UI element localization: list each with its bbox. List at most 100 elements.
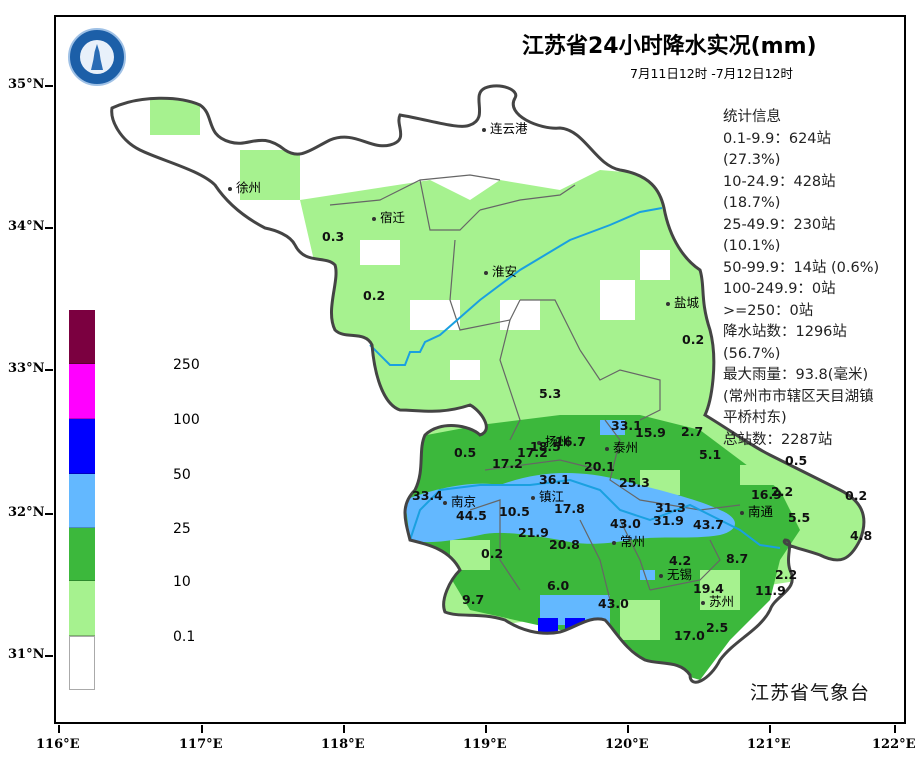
legend-swatch-zero — [69, 636, 95, 690]
city-label: 盐城 — [666, 292, 699, 311]
agency-name: 江苏省气象台 — [750, 682, 871, 704]
station-value: 31.3 — [655, 500, 686, 515]
station-value: 0.2 — [481, 546, 504, 561]
city-label: 徐州 — [228, 177, 261, 196]
legend-swatch-250plus — [69, 310, 95, 364]
legend-label: 250 — [173, 357, 200, 373]
station-value: 17.0 — [674, 628, 705, 643]
city-label: 宿迁 — [372, 207, 405, 226]
station-value: 16.7 — [555, 434, 586, 449]
city-label: 常州 — [612, 531, 645, 550]
legend-label: 10 — [173, 574, 191, 590]
stats-line: 降水站数：1296站 — [723, 324, 847, 340]
station-value: 33.4 — [412, 488, 443, 503]
stats-line: >=250：0站 — [723, 302, 814, 319]
station-value: 31.9 — [653, 513, 684, 528]
stats-line: 0.1-9.9：624站 — [723, 130, 832, 147]
city-dot-icon — [537, 440, 541, 445]
city-dot-icon — [740, 510, 744, 515]
station-value: 17.2 — [492, 456, 523, 471]
station-value: 2.5 — [706, 620, 729, 635]
station-value: 18.5 — [530, 439, 561, 454]
stats-line: (27.3%) — [723, 152, 781, 168]
city-name: 连云港 — [490, 121, 528, 136]
station-value: 9.7 — [462, 592, 485, 607]
city-name: 镇江 — [539, 489, 565, 504]
station-value: 2.7 — [681, 424, 704, 439]
city-dot-icon — [605, 446, 609, 451]
station-value: 17.2 — [517, 445, 548, 460]
city-dot-icon — [482, 127, 486, 132]
city-dot-icon — [228, 186, 232, 191]
city-name: 南京 — [451, 494, 477, 509]
city-name: 南通 — [748, 504, 774, 519]
x-tick-121e: 121°E — [747, 725, 791, 752]
station-value: 10.5 — [499, 504, 530, 519]
station-value: 43.7 — [693, 517, 724, 532]
city-label: 连云港 — [482, 118, 528, 137]
city-dot-icon — [531, 495, 535, 500]
stats-line: (10.1%) — [723, 238, 781, 254]
city-dot-icon — [666, 301, 670, 306]
legend-label: 25 — [173, 521, 191, 537]
city-label: 镇江 — [531, 486, 564, 505]
stats-line: (常州市市辖区天目湖镇 — [723, 388, 874, 405]
city-dot-icon — [701, 600, 705, 605]
city-name: 泰州 — [613, 440, 639, 455]
city-name: 宿迁 — [380, 210, 406, 225]
station-value: 20.1 — [584, 459, 615, 474]
y-tick-35n: 35°N — [8, 77, 54, 92]
station-value: 5.5 — [788, 510, 811, 525]
stats-line: (56.7%) — [723, 345, 781, 362]
y-tick-33n: 33°N — [8, 361, 54, 376]
city-label: 苏州 — [701, 591, 734, 610]
x-tick-118e: 118°E — [321, 725, 365, 752]
stats-line: 25-49.9：230站 — [723, 216, 836, 233]
stats-heading: 统计信息 — [723, 109, 781, 125]
station-value: 0.5 — [785, 453, 808, 468]
station-value: 20.8 — [549, 537, 580, 552]
legend-swatch-0.1-10 — [69, 581, 95, 636]
station-value: 0.2 — [363, 288, 386, 303]
agency-logo — [68, 28, 126, 86]
stats-line: 50-99.9：14站 (0.6%) — [723, 259, 880, 276]
station-value: 0.2 — [682, 332, 705, 347]
city-name: 淮安 — [492, 264, 518, 279]
station-value: 16.9 — [751, 487, 782, 502]
station-value: 0.5 — [454, 445, 477, 460]
city-name: 常州 — [620, 534, 646, 549]
x-tick-116e: 116°E — [36, 725, 80, 752]
station-value: 6.0 — [547, 578, 570, 593]
city-label: 南通 — [740, 501, 773, 520]
city-label: 无锡 — [659, 564, 692, 583]
city-label: 扬州 — [537, 431, 570, 450]
y-tick-32n: 32°N — [8, 505, 54, 520]
city-name: 扬州 — [545, 434, 571, 449]
station-value: 43.0 — [598, 596, 629, 611]
map-subtitle: 7月11日12时 -7月12日12时 — [630, 66, 794, 81]
legend-label: 100 — [173, 412, 200, 428]
color-legend: 250 100 50 25 10 0.1 — [69, 310, 200, 690]
legend-swatch-10-25 — [69, 528, 95, 581]
station-value: 15.9 — [635, 425, 666, 440]
station-value: 4.2 — [669, 553, 692, 568]
y-tick-31n: 31°N — [8, 647, 54, 662]
legend-swatch-50-100 — [69, 419, 95, 474]
station-value: 2.2 — [771, 484, 794, 499]
legend-swatch-25-50 — [69, 474, 95, 528]
city-dot-icon — [659, 573, 663, 578]
y-tick-34n: 34°N — [8, 219, 54, 234]
stats-line: 平桥村东) — [723, 410, 787, 426]
city-name: 无锡 — [667, 567, 693, 582]
city-name: 徐州 — [236, 180, 262, 195]
stats-line: (18.7%) — [723, 195, 781, 211]
x-tick-117e: 117°E — [179, 725, 223, 752]
city-label: 淮安 — [484, 261, 517, 280]
city-label: 泰州 — [605, 437, 638, 456]
city-dot-icon — [484, 270, 488, 275]
station-value: 21.9 — [518, 525, 549, 540]
statistics-panel: 统计信息 0.1-9.9：624站 (27.3%) 10-24.9：428站 (… — [723, 107, 903, 451]
station-value: 43.0 — [610, 516, 641, 531]
stats-line: 10-24.9：428站 — [723, 173, 836, 190]
city-dot-icon — [612, 540, 616, 545]
